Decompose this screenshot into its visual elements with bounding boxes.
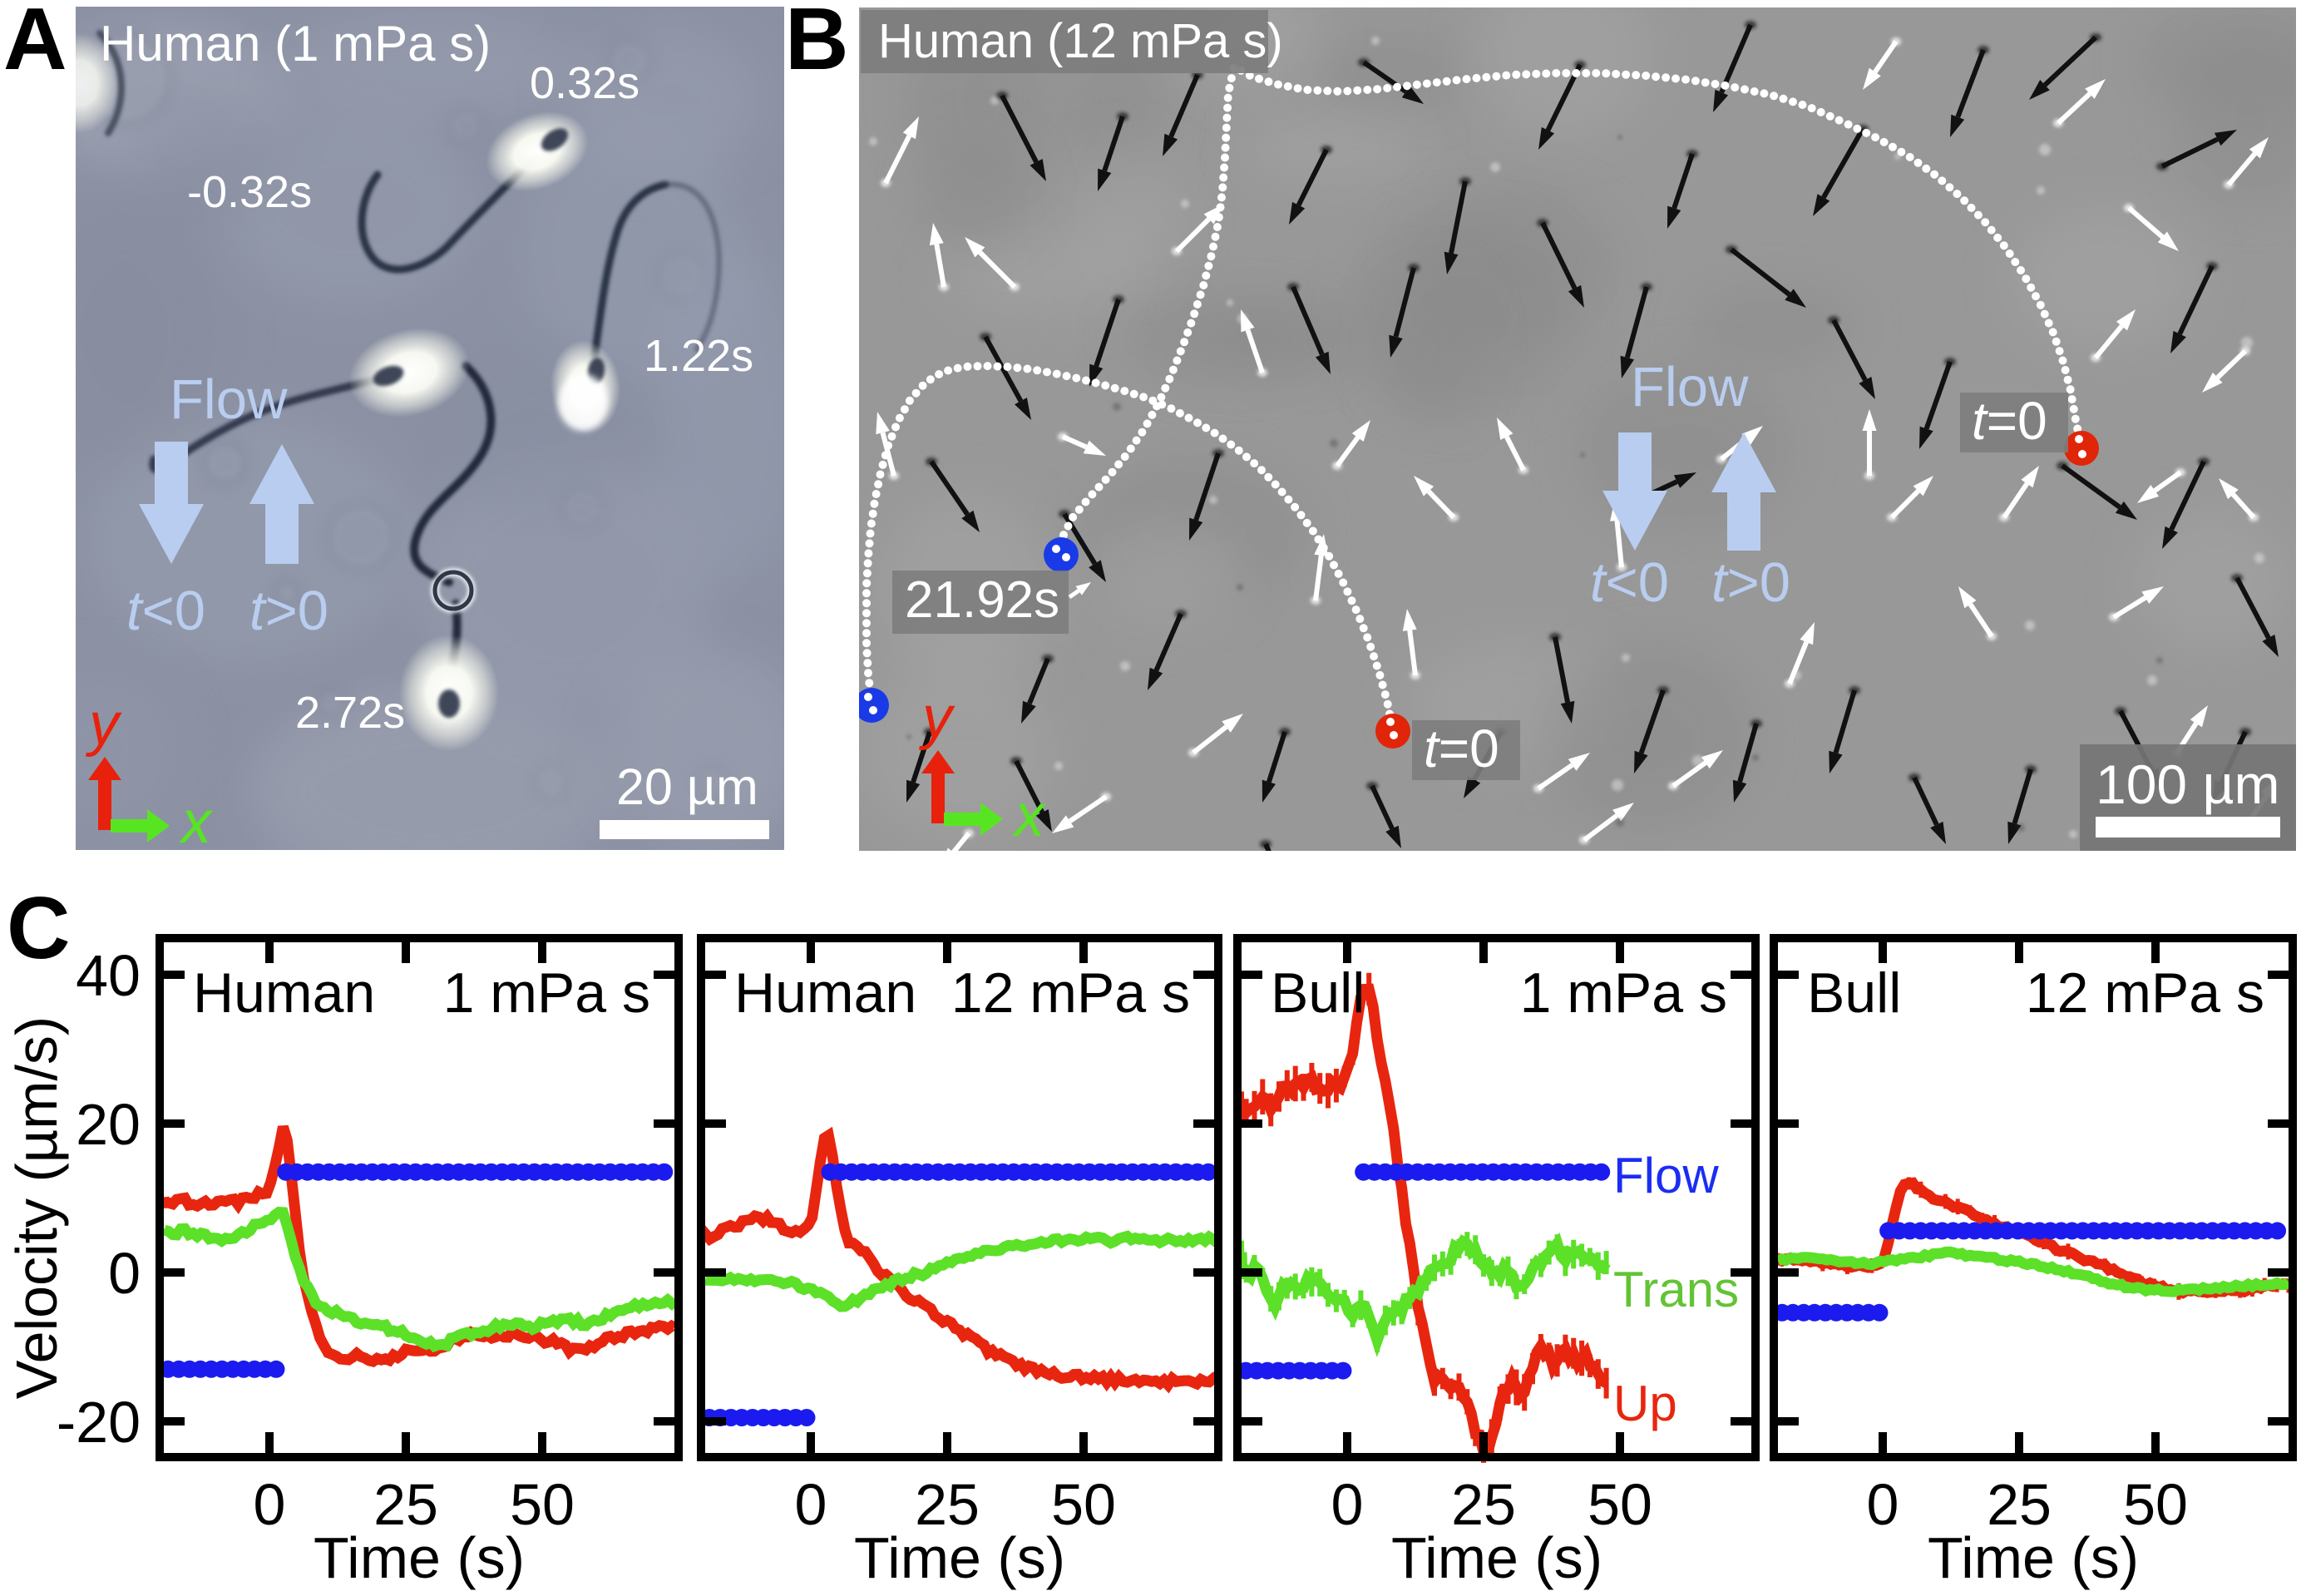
svg-text:1 mPa s: 1 mPa s <box>443 961 650 1025</box>
svg-text:-20: -20 <box>57 1390 141 1455</box>
svg-text:t=0: t=0 <box>1424 719 1499 778</box>
svg-text:Time (s): Time (s) <box>314 1525 525 1590</box>
svg-text:50: 50 <box>510 1472 575 1537</box>
svg-text:x: x <box>1012 783 1047 849</box>
svg-text:0: 0 <box>108 1241 141 1306</box>
svg-text:Time (s): Time (s) <box>1391 1525 1602 1590</box>
svg-text:25: 25 <box>373 1472 438 1537</box>
svg-text:Velocity (µm/s): Velocity (µm/s) <box>4 1016 69 1399</box>
svg-text:t>0: t>0 <box>249 580 328 642</box>
svg-text:-0.32s: -0.32s <box>187 167 312 217</box>
svg-text:50: 50 <box>2123 1472 2188 1537</box>
svg-text:0: 0 <box>1867 1472 1899 1537</box>
svg-text:25: 25 <box>1451 1472 1516 1537</box>
svg-text:0.32s: 0.32s <box>530 58 639 108</box>
svg-text:Flow: Flow <box>170 368 288 431</box>
svg-text:0: 0 <box>1331 1472 1364 1537</box>
svg-text:Up: Up <box>1613 1376 1677 1431</box>
svg-text:12 mPa s: 12 mPa s <box>951 961 1190 1025</box>
svg-text:Bull: Bull <box>1271 961 1365 1025</box>
svg-text:100 µm: 100 µm <box>2096 754 2279 815</box>
svg-text:Human (1 mPa s): Human (1 mPa s) <box>100 16 491 72</box>
svg-text:x: x <box>179 789 214 856</box>
svg-text:50: 50 <box>1588 1472 1652 1537</box>
svg-text:2.72s: 2.72s <box>295 688 405 738</box>
svg-text:Time (s): Time (s) <box>1928 1525 2139 1590</box>
svg-text:B: B <box>785 0 849 88</box>
svg-text:Flow: Flow <box>1613 1148 1719 1203</box>
svg-text:20: 20 <box>76 1092 141 1157</box>
svg-text:y: y <box>85 691 122 758</box>
svg-text:Human (12 mPa s): Human (12 mPa s) <box>878 14 1283 68</box>
svg-text:t<0: t<0 <box>1590 551 1669 614</box>
svg-text:y: y <box>918 684 955 751</box>
svg-text:50: 50 <box>1051 1472 1116 1537</box>
svg-text:Time (s): Time (s) <box>854 1525 1065 1590</box>
svg-text:12 mPa s: 12 mPa s <box>2026 961 2264 1025</box>
svg-text:t=0: t=0 <box>1972 391 2047 451</box>
svg-text:25: 25 <box>915 1472 980 1537</box>
svg-text:21.92s: 21.92s <box>905 571 1059 629</box>
svg-text:40: 40 <box>76 943 141 1008</box>
svg-text:Trans: Trans <box>1613 1262 1739 1317</box>
svg-text:1 mPa s: 1 mPa s <box>1520 961 1727 1025</box>
svg-text:A: A <box>3 0 67 88</box>
svg-text:0: 0 <box>795 1472 827 1537</box>
svg-text:t<0: t<0 <box>126 580 205 642</box>
svg-text:Human: Human <box>734 961 916 1025</box>
svg-text:Bull: Bull <box>1807 961 1901 1025</box>
svg-text:1.22s: 1.22s <box>644 331 753 381</box>
svg-text:0: 0 <box>254 1472 286 1537</box>
svg-text:Human: Human <box>193 961 375 1025</box>
svg-text:20 µm: 20 µm <box>616 758 758 815</box>
svg-text:Flow: Flow <box>1631 356 1749 418</box>
svg-text:t>0: t>0 <box>1711 551 1790 614</box>
svg-text:C: C <box>7 879 71 977</box>
svg-text:25: 25 <box>1987 1472 2052 1537</box>
